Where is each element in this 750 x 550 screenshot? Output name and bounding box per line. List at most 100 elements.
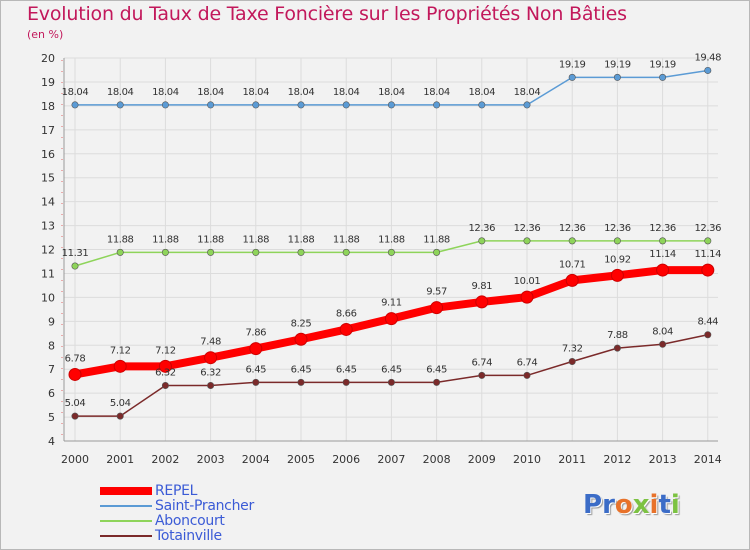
x-tick-label: 2005: [287, 453, 315, 466]
data-point: [116, 412, 124, 420]
x-tick-label: 2013: [649, 453, 677, 466]
data-label: 12.36: [559, 223, 586, 234]
data-label: 12.36: [468, 223, 495, 234]
y-tick-label: 5: [48, 411, 55, 424]
data-point: [610, 268, 624, 282]
data-label: 11.14: [649, 249, 676, 260]
data-point: [297, 101, 305, 109]
data-label: 12.36: [514, 223, 541, 234]
data-point: [523, 101, 531, 109]
y-tick-label: 6: [48, 387, 55, 400]
data-label: 11.88: [333, 234, 360, 245]
y-tick-label: 4: [48, 435, 55, 448]
data-label: 5.04: [110, 398, 131, 409]
x-tick-label: 2011: [558, 453, 586, 466]
x-tick-label: 2000: [61, 453, 89, 466]
data-point: [342, 378, 350, 386]
proxiti-logo: Proxiti: [583, 490, 680, 520]
data-label: 19.19: [649, 59, 676, 70]
data-label: 11.88: [423, 234, 450, 245]
data-point: [520, 290, 534, 304]
data-point: [252, 101, 260, 109]
chart-title: Evolution du Taux de Taxe Foncière sur l…: [27, 3, 627, 25]
data-label: 6.45: [381, 364, 402, 375]
data-point: [433, 101, 441, 109]
data-label: 7.12: [110, 345, 131, 356]
data-point: [116, 248, 124, 256]
data-label: 8.04: [652, 326, 673, 337]
data-label: 7.12: [155, 345, 176, 356]
data-point: [568, 73, 576, 81]
data-point: [568, 358, 576, 366]
data-label: 18.04: [468, 87, 495, 98]
data-point: [704, 237, 712, 245]
data-label: 11.88: [197, 234, 224, 245]
legend-swatch: [100, 520, 152, 522]
data-point: [387, 101, 395, 109]
x-tick-label: 2006: [332, 453, 360, 466]
data-point: [207, 248, 215, 256]
data-label: 6.45: [336, 364, 357, 375]
data-point: [252, 248, 260, 256]
data-label: 18.04: [333, 87, 360, 98]
data-point: [523, 237, 531, 245]
data-label: 18.04: [514, 87, 541, 98]
x-tick-label: 2002: [151, 453, 179, 466]
data-point: [252, 378, 260, 386]
data-point: [161, 248, 169, 256]
data-point: [297, 248, 305, 256]
data-point: [433, 248, 441, 256]
data-label: 10.71: [559, 259, 586, 270]
data-point: [116, 101, 124, 109]
data-point: [659, 73, 667, 81]
data-point: [613, 237, 621, 245]
data-label: 11.88: [152, 234, 179, 245]
data-point: [294, 332, 308, 346]
data-point: [523, 371, 531, 379]
data-label: 6.74: [471, 357, 492, 368]
data-point: [342, 101, 350, 109]
data-point: [430, 301, 444, 315]
data-label: 9.81: [471, 281, 492, 292]
data-point: [207, 101, 215, 109]
y-tick-label: 20: [41, 52, 55, 65]
y-tick-label: 7: [48, 363, 55, 376]
y-tick-label: 15: [41, 172, 55, 185]
data-point: [339, 322, 353, 336]
y-tick-label: 17: [41, 124, 55, 137]
data-label: 6.45: [426, 364, 447, 375]
data-label: 18.04: [423, 87, 450, 98]
data-label: 12.36: [694, 223, 721, 234]
data-label: 6.74: [517, 357, 538, 368]
data-label: 12.36: [649, 223, 676, 234]
data-label: 11.88: [378, 234, 405, 245]
data-label: 18.04: [62, 87, 89, 98]
x-tick-label: 2003: [197, 453, 225, 466]
y-tick-label: 18: [41, 100, 55, 113]
legend-swatch: [100, 505, 152, 507]
data-label: 19.19: [604, 59, 631, 70]
data-label: 11.14: [694, 249, 721, 260]
data-point: [71, 262, 79, 270]
data-point: [704, 66, 712, 74]
data-label: 7.32: [562, 344, 583, 355]
data-label: 10.92: [604, 254, 631, 265]
data-label: 10.01: [514, 276, 541, 287]
y-tick-label: 14: [41, 196, 55, 209]
x-tick-label: 2014: [694, 453, 722, 466]
data-label: 11.88: [242, 234, 269, 245]
data-point: [71, 101, 79, 109]
x-tick-label: 2009: [468, 453, 496, 466]
data-label: 7.48: [200, 337, 221, 348]
data-point: [249, 342, 263, 356]
data-label: 7.88: [607, 330, 628, 341]
legend-label: Aboncourt: [155, 513, 225, 529]
data-point: [207, 381, 215, 389]
data-label: 12.36: [604, 223, 631, 234]
data-point: [384, 312, 398, 326]
y-tick-label: 13: [41, 220, 55, 233]
y-tick-label: 11: [41, 267, 55, 280]
x-tick-label: 2001: [106, 453, 134, 466]
x-tick-label: 2008: [423, 453, 451, 466]
